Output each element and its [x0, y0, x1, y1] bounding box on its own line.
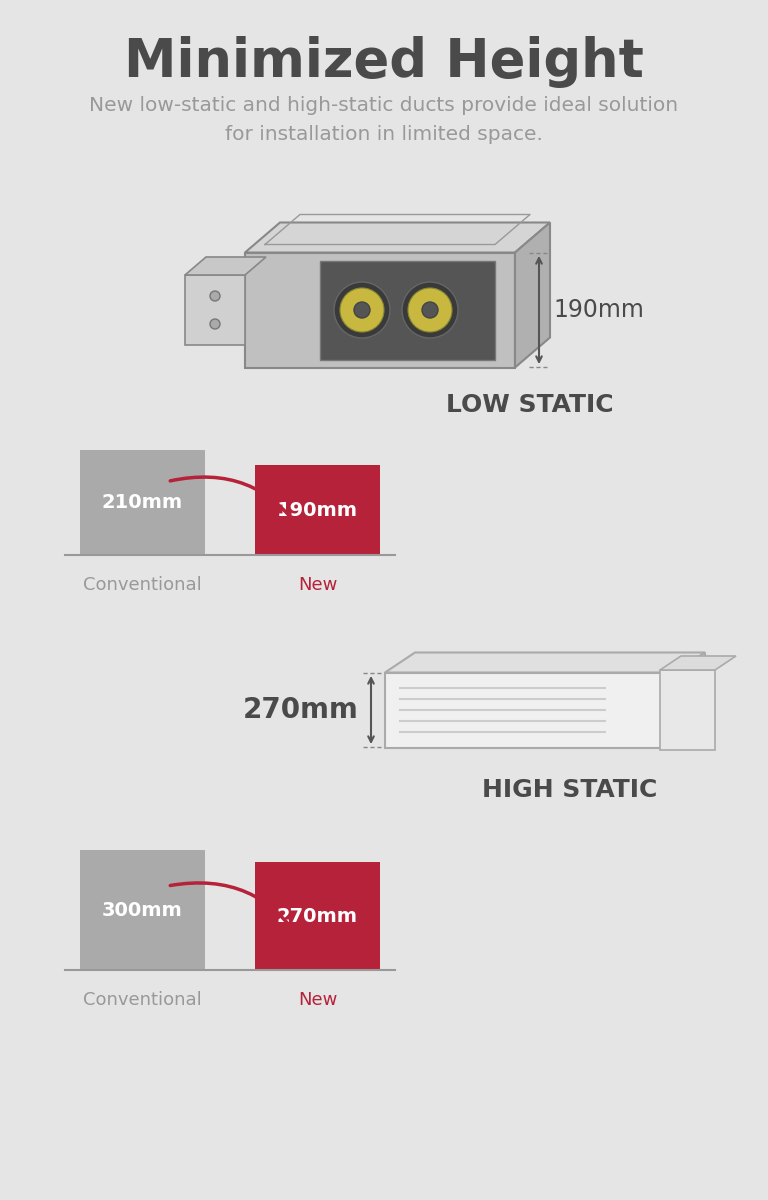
Polygon shape: [515, 222, 550, 367]
Bar: [660, 670, 715, 750]
Bar: [255, 862, 380, 970]
Circle shape: [210, 319, 220, 329]
Text: Conventional: Conventional: [83, 576, 202, 594]
Text: 210mm: 210mm: [102, 493, 183, 512]
Text: 190mm: 190mm: [277, 500, 358, 520]
Bar: [185, 275, 245, 346]
Text: LOW STATIC: LOW STATIC: [446, 392, 614, 416]
Polygon shape: [385, 653, 705, 672]
Circle shape: [354, 302, 370, 318]
Text: 190mm: 190mm: [553, 298, 644, 322]
Circle shape: [340, 288, 384, 332]
Text: New low-static and high-static ducts provide ideal solution
for installation in : New low-static and high-static ducts pro…: [89, 96, 679, 144]
Text: New: New: [298, 576, 337, 594]
Bar: [255, 464, 380, 554]
Text: New: New: [298, 991, 337, 1009]
Circle shape: [334, 282, 390, 338]
Polygon shape: [245, 222, 550, 252]
Bar: [320, 260, 495, 360]
Text: Conventional: Conventional: [83, 991, 202, 1009]
Polygon shape: [660, 656, 736, 670]
Text: 270mm: 270mm: [277, 906, 358, 925]
Polygon shape: [185, 257, 266, 275]
Circle shape: [422, 302, 438, 318]
Circle shape: [210, 290, 220, 301]
Text: 270mm: 270mm: [243, 696, 359, 724]
Polygon shape: [675, 653, 705, 748]
Bar: [245, 252, 515, 367]
Circle shape: [402, 282, 458, 338]
Text: Minimized Height: Minimized Height: [124, 36, 644, 88]
Text: 300mm: 300mm: [102, 900, 183, 919]
Circle shape: [408, 288, 452, 332]
Bar: [80, 450, 205, 554]
Text: HIGH STATIC: HIGH STATIC: [482, 778, 657, 802]
Bar: [385, 672, 675, 748]
Bar: [80, 850, 205, 970]
